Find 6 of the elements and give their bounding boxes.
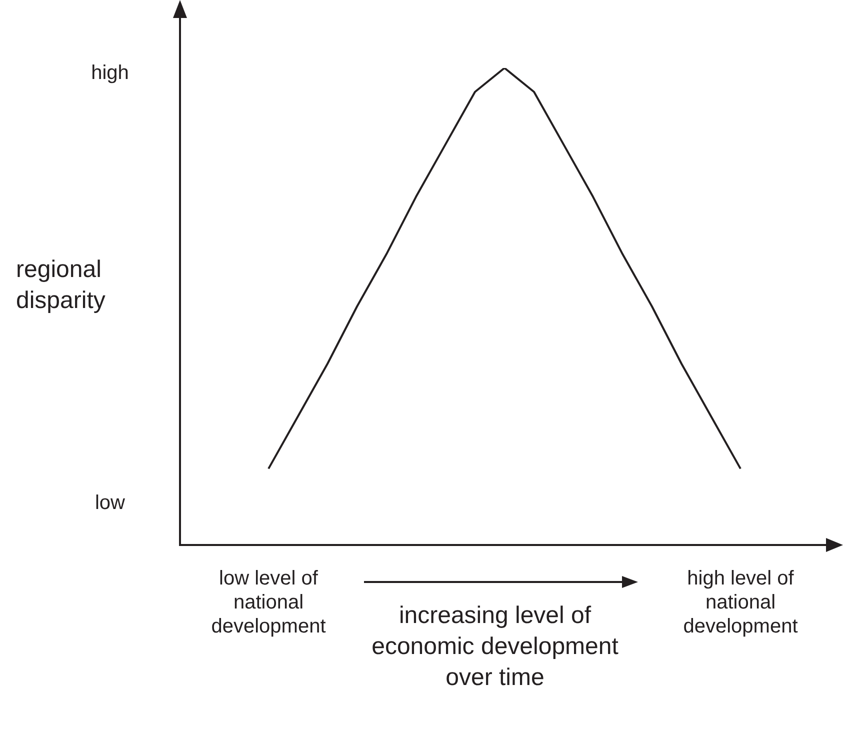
y-axis-title: regional disparity [16,255,106,316]
text: low [94,492,126,515]
x-tick-label: low level of national development [211,568,326,638]
x-axis-title: increasing level of economic development over time [370,601,620,693]
x-tick-label: high level of national development [683,568,798,638]
text: high [90,62,130,85]
